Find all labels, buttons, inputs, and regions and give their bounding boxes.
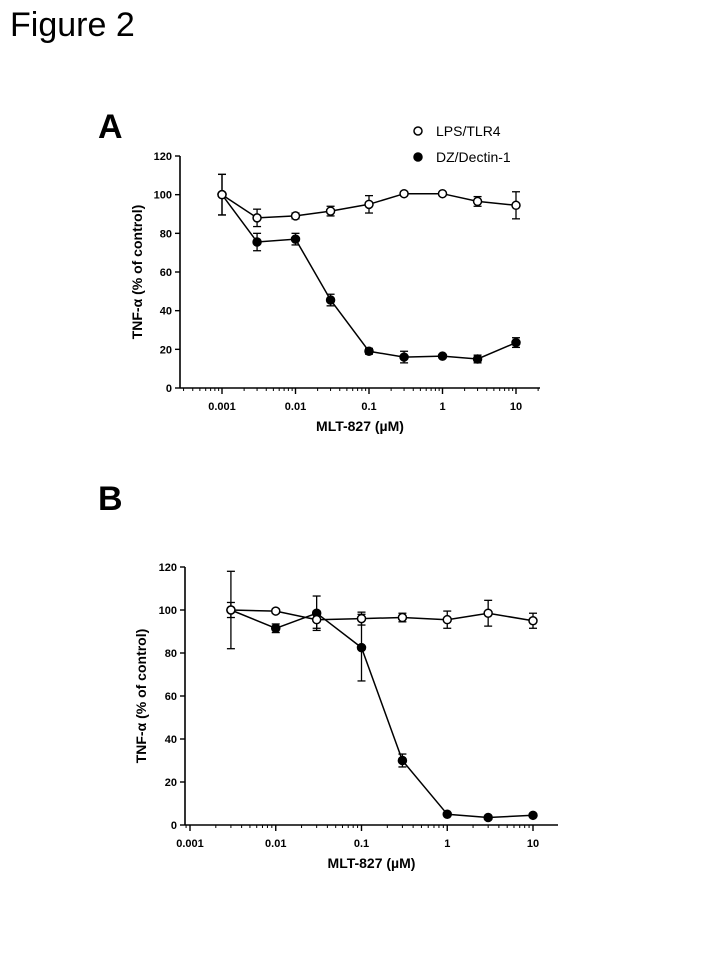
panel-label-a: A — [98, 108, 123, 146]
x-tick-label: 0.01 — [285, 401, 306, 413]
y-tick-label: 60 — [165, 691, 177, 703]
data-point-lps-tlr4 — [472, 196, 483, 207]
series-line-dz-dectin1 — [221, 194, 517, 360]
data-point-lps-tlr4 — [364, 199, 374, 210]
data-point-dz-dectin1 — [325, 295, 336, 305]
y-tick-label: 20 — [160, 344, 172, 356]
legend-marker-lps-tlr4 — [413, 126, 423, 136]
series-line-lps-tlr4 — [230, 609, 534, 622]
legend-marker-dz-dectin1 — [413, 152, 423, 162]
x-tick-label: 1 — [444, 838, 450, 850]
data-point-dz-dectin1 — [528, 810, 538, 821]
panel-label-b: B — [98, 480, 123, 518]
x-tick-label: 0.001 — [208, 401, 236, 413]
y-tick-label: 40 — [160, 306, 172, 318]
x-tick-label: 10 — [510, 401, 522, 413]
data-point-dz-dectin1 — [437, 351, 448, 361]
data-point-dz-dectin1 — [364, 346, 374, 357]
x-tick-label: 0.1 — [354, 838, 369, 850]
y-tick-label: 60 — [160, 267, 172, 279]
legend-label-lps-tlr4: LPS/TLR4 — [436, 123, 501, 139]
data-point-lps-tlr4 — [311, 614, 322, 625]
data-point-lps-tlr4 — [437, 188, 448, 199]
y-tick-label: 120 — [159, 562, 177, 574]
x-axis-title: MLT-827 (µM) — [316, 418, 404, 434]
data-point-lps-tlr4 — [271, 606, 281, 616]
data-point-dz-dectin1 — [399, 352, 409, 362]
data-point-lps-tlr4 — [325, 206, 336, 216]
data-point-dz-dectin1 — [271, 623, 281, 634]
y-axis-title: TNF-α (% of control) — [129, 205, 145, 340]
x-tick-label: 0.01 — [265, 838, 286, 850]
data-point-dz-dectin1 — [472, 354, 483, 364]
y-tick-label: 0 — [171, 820, 177, 832]
y-tick-label: 80 — [160, 228, 172, 240]
y-tick-label: 0 — [166, 383, 172, 395]
data-point-dz-dectin1 — [483, 812, 493, 823]
data-point-dz-dectin1 — [290, 234, 301, 244]
x-axis-title: MLT-827 (µM) — [328, 855, 416, 871]
y-tick-label: 120 — [154, 151, 172, 163]
data-point-lps-tlr4 — [483, 608, 493, 618]
figure-title: Figure 2 — [10, 6, 135, 44]
series-line-dz-dectin1 — [230, 609, 534, 819]
chart-panel-b: 0 20 40 60 80 100 120 0.001 0.01 0.1 1 10 MLT-827 (µ… — [133, 562, 558, 871]
data-point-lps-tlr4 — [217, 189, 227, 200]
x-tick-label: 0.1 — [361, 401, 376, 413]
data-point-lps-tlr4 — [397, 612, 408, 623]
data-point-dz-dectin1 — [511, 337, 521, 348]
data-point-lps-tlr4 — [356, 613, 367, 624]
data-point-lps-tlr4 — [399, 188, 409, 199]
data-point-dz-dectin1 — [356, 642, 367, 653]
x-tick-label: 10 — [527, 838, 539, 850]
data-point-lps-tlr4 — [442, 614, 452, 625]
y-tick-label: 40 — [165, 734, 177, 746]
chart-panel-a: 0 20 40 60 80 100 120 0.001 0.01 0.1 1 10 MLT-827 (µ… — [129, 123, 540, 434]
legend-label-dz-dectin1: DZ/Dectin-1 — [436, 149, 511, 165]
data-point-lps-tlr4 — [290, 211, 301, 221]
data-point-lps-tlr4 — [511, 200, 521, 211]
y-tick-label: 20 — [165, 777, 177, 789]
y-tick-label: 100 — [154, 190, 172, 202]
data-point-lps-tlr4 — [528, 616, 538, 626]
x-tick-label: 1 — [439, 401, 445, 413]
data-point-lps-tlr4 — [226, 605, 236, 615]
data-point-dz-dectin1 — [442, 809, 452, 819]
y-axis-title: TNF-α (% of control) — [133, 629, 149, 764]
data-point-dz-dectin1 — [252, 237, 262, 247]
y-tick-label: 80 — [165, 648, 177, 660]
y-tick-label: 100 — [159, 605, 177, 617]
x-tick-label: 0.001 — [176, 838, 204, 850]
data-point-lps-tlr4 — [252, 213, 262, 223]
data-point-dz-dectin1 — [397, 755, 408, 766]
